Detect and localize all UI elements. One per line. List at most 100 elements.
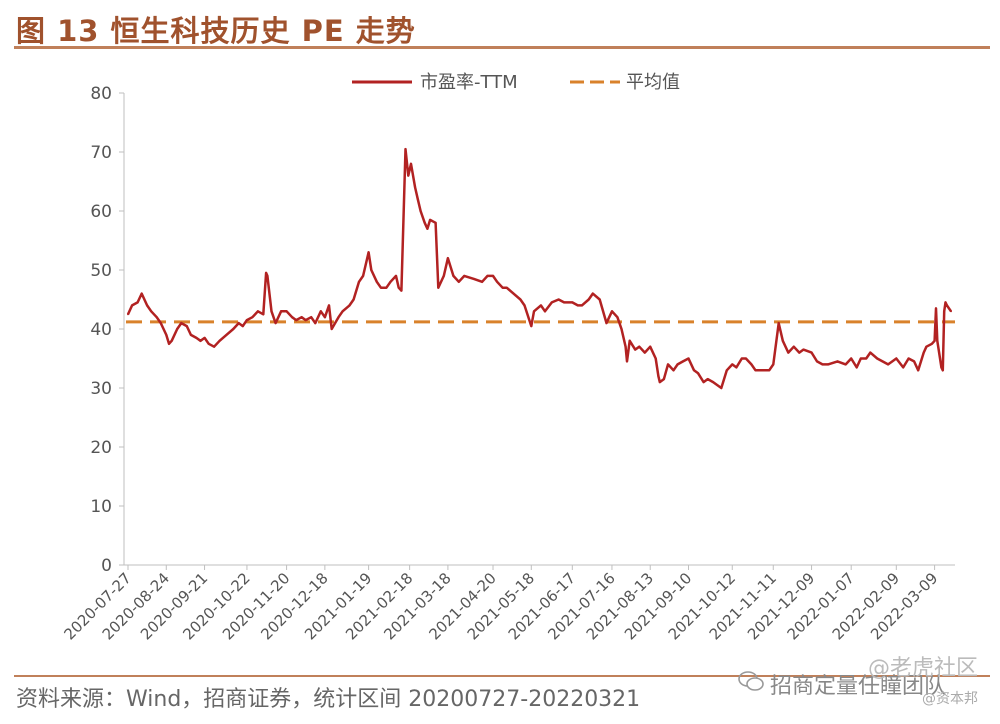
legend-avg-label: 平均值: [626, 72, 680, 93]
chart-title: 图 13 恒生科技历史 PE 走势: [16, 14, 416, 48]
pe-ttm-point: [314, 322, 317, 325]
pe-ttm-point: [539, 304, 542, 307]
y-tick-label: 40: [90, 320, 112, 340]
pe-ttm-point: [370, 269, 373, 271]
pe-ttm-point: [950, 310, 952, 313]
pe-ttm-point: [922, 351, 925, 354]
pe-ttm-point: [367, 251, 370, 254]
pe-ttm-point: [168, 342, 170, 345]
pe-ttm-point: [262, 313, 265, 316]
pe-ttm-point: [706, 378, 709, 381]
pe-ttm-point: [362, 274, 365, 277]
pe-ttm-point: [337, 316, 340, 319]
pe-ttm-point: [304, 319, 307, 322]
pe-ttm-point: [341, 310, 344, 313]
pe-ttm-point: [442, 274, 445, 277]
pe-ttm-point: [410, 162, 412, 165]
pe-ttm-point: [434, 221, 437, 224]
y-tick-label: 70: [90, 143, 112, 163]
pe-ttm-point: [930, 342, 933, 345]
pe-ttm-point: [414, 186, 417, 189]
pe-ttm-point: [232, 328, 235, 330]
pe-ttm-point: [146, 304, 149, 307]
pe-ttm-point: [256, 310, 259, 313]
pe-ttm-point: [712, 381, 715, 384]
pe-ttm-point: [291, 316, 294, 319]
pe-ttm-point: [285, 310, 288, 313]
pe-ttm-point: [266, 274, 269, 277]
pe-ttm-point: [127, 313, 129, 316]
pe-ttm-point: [620, 328, 623, 330]
pe-ttm-point: [740, 357, 743, 360]
pe-ttm-point: [917, 369, 920, 372]
pe-ttm-point: [754, 369, 757, 372]
pe-ttm-point: [777, 322, 780, 325]
pe-ttm-point: [237, 322, 240, 325]
pe-ttm-point: [940, 366, 943, 369]
pe-ttm-point: [274, 322, 277, 325]
pe-ttm-point: [295, 319, 298, 322]
pe-ttm-point: [512, 292, 515, 295]
pe-ttm-point: [816, 360, 818, 363]
pe-ttm-point: [352, 298, 355, 301]
pe-ttm-point: [624, 345, 627, 348]
pe-ttm-point: [423, 221, 426, 224]
pe-ttm-point: [501, 286, 504, 289]
pe-ttm-point: [634, 348, 637, 351]
y-tick-label: 50: [90, 261, 112, 281]
pe-ttm-point: [687, 357, 690, 360]
team-watermark: 招商定量任瞳团队: [770, 674, 947, 699]
pe-ttm-point: [720, 387, 723, 389]
pe-ttm-point: [628, 339, 631, 342]
pe-ttm-point: [772, 363, 775, 366]
pe-ttm-point: [189, 333, 192, 336]
pe-ttm-point: [941, 369, 944, 372]
pe-ttm-point: [496, 280, 499, 283]
pe-ttm-point: [649, 345, 652, 348]
pe-ttm-point: [735, 366, 738, 369]
pe-ttm-point: [611, 310, 613, 313]
pe-ttm-point: [328, 304, 330, 307]
pe-ttm-point: [895, 357, 898, 360]
y-tick-label: 60: [90, 202, 112, 222]
pe-ttm-point: [385, 286, 388, 289]
pe-ttm-point: [827, 363, 829, 366]
pe-ttm-point: [170, 339, 173, 342]
pe-ttm-point: [657, 375, 660, 378]
pe-ttm-point: [207, 342, 210, 345]
pe-ttm-point: [131, 304, 134, 307]
pe-ttm-point: [933, 339, 936, 342]
y-tick-label: 80: [90, 84, 112, 104]
pe-ttm-point: [557, 298, 560, 301]
pe-ttm-point: [519, 298, 522, 301]
pe-ttm-point: [225, 333, 228, 336]
pe-ttm-point: [935, 307, 937, 310]
pe-ttm-point: [176, 328, 179, 330]
pe-ttm-point: [638, 345, 641, 348]
pe-ttm-point: [241, 325, 244, 328]
pe-ttm-point: [768, 369, 771, 372]
pe-ttm-point: [265, 271, 268, 274]
pe-ttm-point: [676, 363, 679, 366]
pe-ttm-point: [571, 301, 574, 304]
pe-ttm-point: [397, 286, 400, 289]
pe-ttm-point: [798, 351, 801, 354]
pe-ttm-point: [159, 322, 162, 325]
pe-ttm-point: [802, 348, 805, 351]
pe-ttm-point: [395, 274, 397, 277]
pe-ttm-point: [180, 322, 183, 325]
pe-ttm-point: [672, 369, 675, 372]
pe-ttm-point: [481, 280, 484, 283]
pe-ttm-point: [913, 360, 916, 363]
pe-ttm-point: [658, 381, 661, 384]
pe-ttm-point: [213, 345, 216, 348]
y-tick-label: 0: [101, 556, 112, 576]
pe-ttm-point: [902, 366, 905, 369]
legend: 市盈率-TTM 平均值: [352, 72, 680, 93]
pe-ttm-point: [925, 345, 928, 348]
pe-ttm-point: [150, 310, 153, 313]
series-group: [126, 147, 955, 390]
pe-ttm-point: [725, 369, 728, 372]
source-note: 资料来源：Wind，招商证券，统计区间 20200727-20220321: [16, 687, 641, 712]
title-rule: [14, 46, 990, 49]
